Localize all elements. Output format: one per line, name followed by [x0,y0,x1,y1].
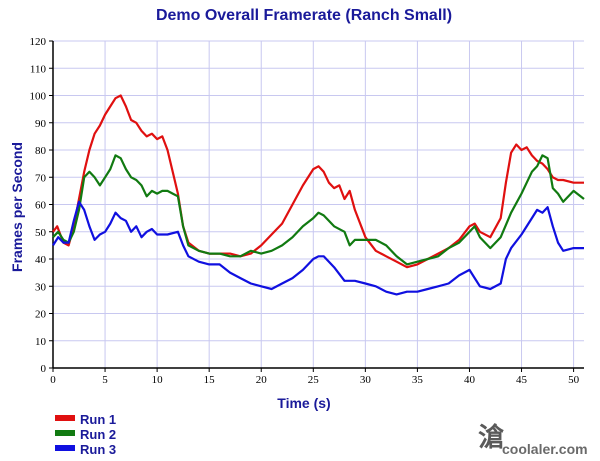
y-tick-label: 0 [41,363,47,375]
watermark-text: coolaler.com [502,441,588,457]
legend-swatch-run-3 [55,445,75,451]
y-tick-label: 120 [30,36,47,48]
series-line-run-2 [52,154,585,266]
y-tick-label: 80 [35,145,47,157]
watermark-logo: 滄 [478,422,504,453]
x-tick-label: 5 [102,374,108,386]
legend-label-run-1: Run 1 [80,412,116,427]
x-tick-label: 35 [412,374,424,386]
y-ticks: 0 10 20 30 40 50 60 70 80 90 100 110 120 [30,36,53,375]
y-tick-label: 90 [35,118,47,130]
x-tick-label: 15 [204,374,216,386]
series-line-run-1 [52,94,584,269]
y-tick-label: 30 [35,281,47,293]
y-tick-label: 10 [35,336,47,348]
y-tick-label: 70 [35,172,47,184]
x-tick-label: 45 [516,374,528,386]
y-tick-label: 40 [35,254,47,266]
legend-label-run-2: Run 2 [80,427,116,442]
x-axis-label: Time (s) [277,395,330,411]
y-tick-label: 50 [35,227,47,239]
x-tick-label: 20 [256,374,268,386]
x-tick-label: 25 [308,374,320,386]
y-axis-label: Frames per Second [9,142,25,272]
chart-title: Demo Overall Framerate (Ranch Small) [156,7,452,24]
x-tick-label: 0 [50,374,56,386]
y-tick-label: 20 [35,309,47,321]
x-tick-label: 40 [464,374,476,386]
legend-label-run-3: Run 3 [80,442,116,457]
legend-swatch-run-1 [55,415,75,421]
legend-swatch-run-2 [55,430,75,436]
x-tick-label: 30 [360,374,372,386]
series-lines [52,94,585,296]
y-tick-label: 110 [30,63,47,75]
watermark: 滄 coolaler.com [478,422,588,457]
y-tick-label: 60 [35,200,47,212]
y-tick-label: 100 [30,91,47,103]
grid [53,40,584,368]
series-line-run-3 [52,200,584,296]
x-tick-label: 50 [568,374,580,386]
x-tick-label: 10 [152,374,164,386]
x-ticks: 0 5 10 15 20 25 30 35 40 45 50 [50,368,580,386]
